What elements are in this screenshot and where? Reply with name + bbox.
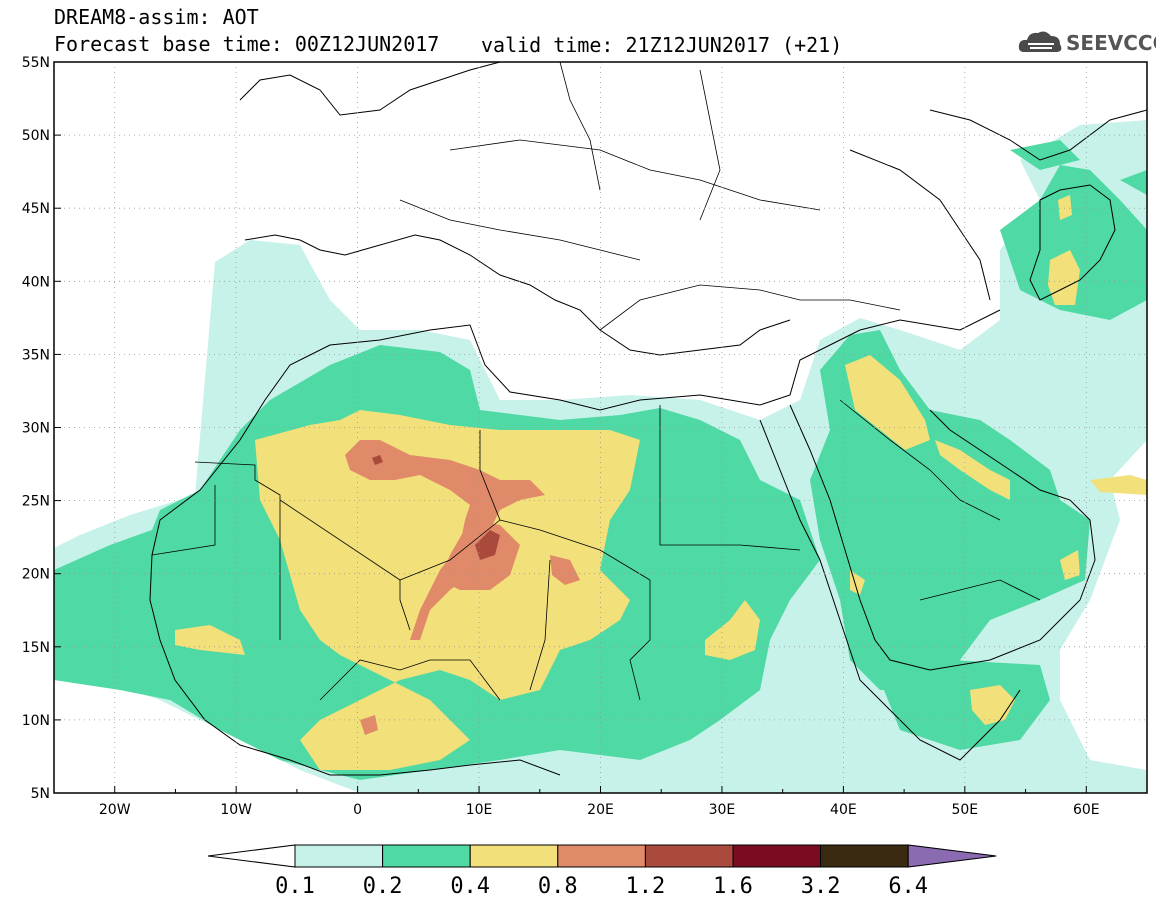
colorbar-arrow-low xyxy=(207,844,296,868)
colorbar-segment xyxy=(644,844,734,868)
latitude-labels: 55N 50N 45N 40N 35N 30N 25N 20N 15N 10N 5N xyxy=(22,55,61,802)
country-borders xyxy=(151,62,1041,701)
lon-label: 50E xyxy=(951,802,978,818)
valid-time: valid time: 21Z12JUN2017 (+21) xyxy=(481,33,843,57)
colorbar-segment xyxy=(294,844,384,868)
lat-label: 40N xyxy=(22,274,50,290)
colorbar-label: 0.4 xyxy=(450,874,490,899)
lon-label: 30E xyxy=(709,802,736,818)
cloud-icon xyxy=(1018,31,1062,52)
colorbar-segment xyxy=(469,844,559,868)
lon-label: 20W xyxy=(99,802,131,818)
lat-label: 5N xyxy=(31,786,50,802)
lat-label: 45N xyxy=(22,201,50,217)
lat-label: 35N xyxy=(22,347,50,363)
aot-field-layer xyxy=(54,120,1147,793)
longitude-labels: 20W 10W 0 10E 20E 30E 40E 50E 60E xyxy=(53,786,1148,818)
lat-label: 25N xyxy=(22,494,50,510)
colorbar-label: 1.2 xyxy=(626,874,666,899)
lon-label: 40E xyxy=(830,802,857,818)
colorbar-label: 3.2 xyxy=(801,874,841,899)
lon-label: 10E xyxy=(466,802,493,818)
lon-label: 10W xyxy=(220,802,252,818)
colorbar-label: 0.2 xyxy=(363,874,403,899)
colorbar: 0.1 0.2 0.4 0.8 1.2 1.6 3.2 6.4 xyxy=(207,844,997,899)
lat-label: 50N xyxy=(22,128,50,144)
colorbar-label: 1.6 xyxy=(713,874,753,899)
colorbar-arrow-high xyxy=(907,844,997,868)
grid-lines xyxy=(54,62,1147,793)
seevccc-logo: SEEVCCC xyxy=(1018,31,1156,55)
colorbar-label: 0.1 xyxy=(275,874,315,899)
coastlines xyxy=(149,62,1147,776)
lat-label: 55N xyxy=(22,55,50,71)
map-title: DREAM8-assim: AOT xyxy=(54,5,259,29)
lat-label: 20N xyxy=(22,567,50,583)
lon-label: 0 xyxy=(353,802,362,818)
lat-label: 15N xyxy=(22,640,50,656)
colorbar-segment xyxy=(382,844,471,868)
lon-label: 20E xyxy=(587,802,614,818)
colorbar-segment xyxy=(820,844,909,868)
colorbar-segment xyxy=(557,844,646,868)
aot-level-1.2 xyxy=(372,455,500,560)
lon-label: 60E xyxy=(1073,802,1100,818)
logo-text: SEEVCCC xyxy=(1066,31,1156,55)
forecast-base-time: Forecast base time: 00Z12JUN2017 xyxy=(54,32,440,56)
colorbar-segment xyxy=(732,844,822,868)
colorbar-label: 0.8 xyxy=(538,874,578,899)
lat-label: 10N xyxy=(22,713,50,729)
colorbar-label: 6.4 xyxy=(888,874,928,899)
lat-label: 30N xyxy=(22,421,50,437)
